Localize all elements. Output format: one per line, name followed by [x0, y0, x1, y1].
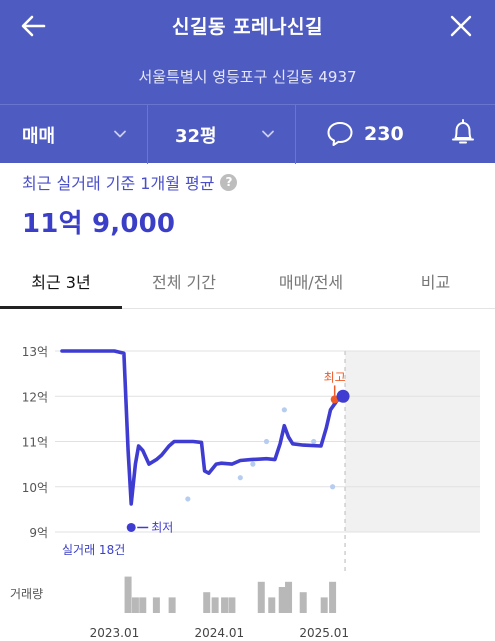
- chevron-down-icon: [262, 130, 274, 138]
- notification-button[interactable]: [449, 117, 477, 147]
- y-tick-label: 10억: [22, 481, 48, 495]
- size-select[interactable]: 32평: [148, 105, 296, 164]
- tab-compare[interactable]: 비교: [420, 272, 451, 292]
- volume-bar: [221, 597, 229, 613]
- volume-bar: [285, 581, 293, 613]
- top-bar: 신길동 포레나신길: [0, 0, 495, 52]
- transaction-dot: [185, 496, 191, 502]
- x-tick-label: 2025.01: [299, 626, 349, 640]
- x-tick-label: 2023.01: [90, 626, 140, 640]
- y-tick-label: 13억: [22, 345, 48, 359]
- comment-count: 230: [364, 123, 404, 145]
- size-label: 32평: [175, 125, 217, 147]
- volume-bar: [299, 592, 307, 613]
- comments-button[interactable]: 230: [296, 105, 426, 163]
- chevron-down-icon: [114, 130, 126, 138]
- transaction-dot: [237, 475, 243, 481]
- volume-bar: [278, 587, 286, 613]
- transaction-dot: [311, 438, 317, 445]
- volume-bar: [203, 592, 211, 613]
- volume-bar: [131, 597, 139, 613]
- y-tick-label: 11억: [22, 436, 48, 450]
- address-text: 서울특별시 영등포구 신길동 4937: [138, 68, 357, 86]
- volume-bar: [168, 597, 176, 613]
- volume-bar: [211, 597, 219, 613]
- bell-icon: [452, 119, 474, 144]
- deal-type-label: 매매: [22, 125, 56, 147]
- tab-sale-lease[interactable]: 매매/전세: [278, 272, 344, 292]
- tab-recent-3-years[interactable]: 최근 3년: [31, 272, 91, 292]
- filter-bar: 매매 32평 230: [0, 104, 495, 164]
- volume-bar: [257, 581, 265, 613]
- active-tab-indicator: [0, 306, 122, 309]
- current-price-marker: [336, 389, 350, 403]
- min-marker: [126, 522, 136, 532]
- volume-bar: [228, 597, 236, 613]
- app-header: 신길동 포레나신길 서울특별시 영등포구 신길동 4937 매매 32평 230: [0, 0, 495, 164]
- transaction-dot: [250, 461, 256, 467]
- transaction-dot: [263, 438, 270, 445]
- max-label: 최고: [324, 370, 346, 384]
- x-tick-label: 2024.01: [195, 626, 245, 640]
- help-icon[interactable]: ?: [220, 173, 238, 191]
- tab-all-period[interactable]: 전체 기간: [152, 272, 216, 292]
- volume-bar: [152, 597, 160, 613]
- volume-bar: [124, 576, 132, 613]
- transaction-dot: [281, 407, 287, 413]
- volume-bar: [320, 597, 328, 613]
- close-button[interactable]: [445, 10, 477, 42]
- volume-label: 거래량: [10, 587, 43, 601]
- transaction-dot: [329, 484, 336, 490]
- deal-type-select[interactable]: 매매: [0, 105, 148, 164]
- back-button[interactable]: [18, 10, 50, 42]
- page-title: 신길동 포레나신길: [172, 16, 323, 38]
- min-label: 최저: [151, 520, 173, 534]
- price-line: [60, 349, 345, 506]
- price-caption-text: 최근 실거래 기준 1개월 평균: [22, 174, 215, 193]
- period-tabs: 최근 3년 전체 기간 매매/전세 비교: [0, 252, 495, 309]
- back-arrow-icon: [21, 15, 46, 37]
- volume-bar: [329, 581, 337, 613]
- average-price: 11억 9,000: [22, 209, 176, 239]
- volume-bar: [139, 597, 147, 613]
- price-caption: 최근 실거래 기준 1개월 평균 ?: [22, 170, 238, 194]
- volume-bar: [268, 597, 276, 613]
- y-tick-label: 12억: [22, 390, 48, 404]
- trade-count-label: 실거래 18건: [62, 543, 125, 557]
- y-tick-label: 9억: [29, 526, 48, 540]
- speech-bubble-icon: [327, 122, 353, 146]
- close-icon: [450, 15, 472, 37]
